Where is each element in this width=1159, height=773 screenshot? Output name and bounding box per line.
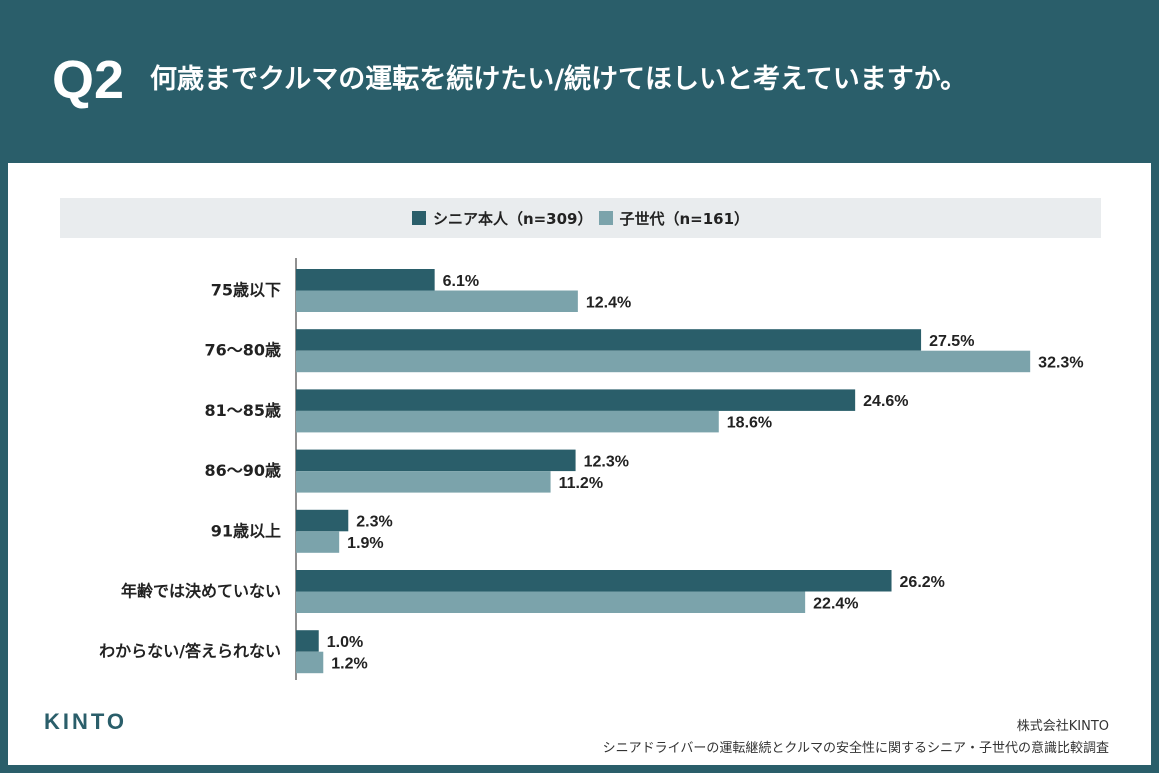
value-label: 32.3%	[1038, 354, 1083, 371]
company-name: 株式会社KINTO	[1016, 719, 1109, 734]
category-label: 75歳以下	[211, 281, 281, 300]
legend-item-senior: シニア本人（n=309）	[411, 208, 593, 229]
value-label: 27.5%	[929, 333, 974, 350]
bar-children	[296, 531, 340, 553]
category-label: 76〜80歳	[204, 341, 281, 360]
legend-swatch-children	[598, 211, 613, 225]
header: Q2 何歳までクルマの運転を続けたい/続けてほしいと考えていますか。	[0, 0, 1159, 163]
bar-senior	[296, 269, 435, 291]
bar-senior	[296, 449, 576, 472]
legend-swatch-senior	[411, 211, 426, 225]
value-label: 11.2%	[559, 475, 603, 492]
question-title: 何歳までクルマの運転を続けたい/続けてほしいと考えていますか。	[150, 64, 968, 95]
value-label: 12.3%	[584, 453, 629, 470]
chart-card: シニア本人（n=309） 子世代（n=161） 75歳以下 6.1% 12.4% 76…	[8, 163, 1151, 765]
value-label: 1.2%	[331, 655, 367, 672]
category-label: 年齢では決めていない	[121, 582, 281, 601]
value-label: 1.9%	[347, 535, 383, 552]
category-label: わからない/答えられない	[99, 642, 281, 661]
bar-chart: 75歳以下 6.1% 12.4% 76〜80歳 27.5% 32.3% 81〜85歳 24.6…	[99, 258, 1084, 680]
legend-label-senior: シニア本人（n=309）	[432, 209, 593, 228]
survey-title: シニアドライバーの運転継続とクルマの安全性に関するシニア・子世代の意識比較調査	[602, 741, 1109, 756]
bar-children	[296, 290, 578, 312]
bar-children	[296, 591, 806, 613]
category-label: 86〜90歳	[204, 461, 281, 480]
value-label: 2.3%	[356, 514, 392, 531]
category-label: 91歳以上	[211, 521, 281, 540]
legend: シニア本人（n=309） 子世代（n=161）	[60, 198, 1101, 238]
bar-children	[296, 410, 719, 433]
bar-senior	[296, 570, 892, 592]
bar-children	[296, 651, 324, 674]
kinto-logo: KINTO	[44, 709, 128, 734]
bar-senior	[296, 509, 349, 532]
legend-label-children: 子世代（n=161）	[619, 209, 750, 228]
bar-children	[296, 350, 1031, 373]
bar-senior	[296, 329, 922, 351]
value-label: 12.4%	[586, 294, 631, 311]
value-label: 1.0%	[327, 634, 363, 651]
legend-item-children: 子世代（n=161）	[598, 208, 750, 229]
value-label: 24.6%	[863, 393, 908, 410]
value-label: 6.1%	[443, 273, 479, 290]
value-label: 18.6%	[727, 415, 772, 432]
category-label: 81〜85歳	[204, 401, 281, 420]
value-label: 26.2%	[900, 574, 945, 591]
value-label: 22.4%	[813, 595, 858, 612]
bar-senior	[296, 389, 856, 411]
bar-senior	[296, 630, 319, 652]
bar-children	[296, 471, 551, 493]
question-number: Q2	[52, 50, 125, 110]
